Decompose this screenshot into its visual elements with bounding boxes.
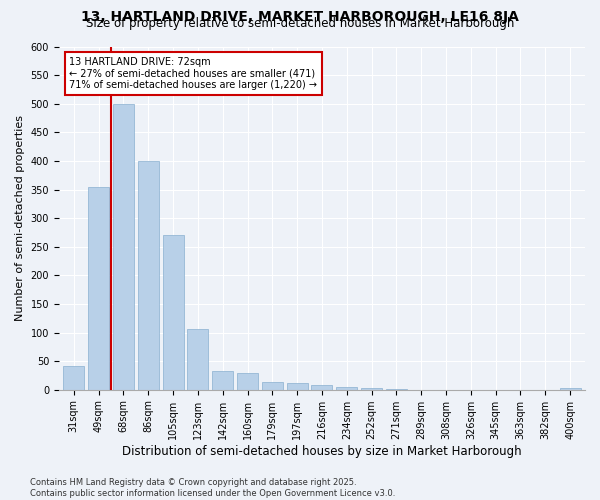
Text: 13 HARTLAND DRIVE: 72sqm
← 27% of semi-detached houses are smaller (471)
71% of : 13 HARTLAND DRIVE: 72sqm ← 27% of semi-d… bbox=[70, 57, 317, 90]
Bar bbox=[361, 388, 382, 390]
Bar bbox=[163, 236, 184, 390]
Bar bbox=[187, 328, 208, 390]
Bar bbox=[237, 372, 258, 390]
X-axis label: Distribution of semi-detached houses by size in Market Harborough: Distribution of semi-detached houses by … bbox=[122, 444, 522, 458]
Bar bbox=[88, 186, 109, 390]
Text: 13, HARTLAND DRIVE, MARKET HARBOROUGH, LE16 8JA: 13, HARTLAND DRIVE, MARKET HARBOROUGH, L… bbox=[81, 10, 519, 24]
Text: Contains HM Land Registry data © Crown copyright and database right 2025.
Contai: Contains HM Land Registry data © Crown c… bbox=[30, 478, 395, 498]
Bar bbox=[63, 366, 85, 390]
Bar bbox=[311, 385, 332, 390]
Bar bbox=[560, 388, 581, 390]
Bar bbox=[287, 384, 308, 390]
Y-axis label: Number of semi-detached properties: Number of semi-detached properties bbox=[15, 115, 25, 321]
Bar bbox=[336, 387, 358, 390]
Text: Size of property relative to semi-detached houses in Market Harborough: Size of property relative to semi-detach… bbox=[86, 18, 514, 30]
Bar bbox=[386, 388, 407, 390]
Bar bbox=[212, 372, 233, 390]
Bar bbox=[262, 382, 283, 390]
Bar bbox=[113, 104, 134, 390]
Bar bbox=[137, 161, 159, 390]
